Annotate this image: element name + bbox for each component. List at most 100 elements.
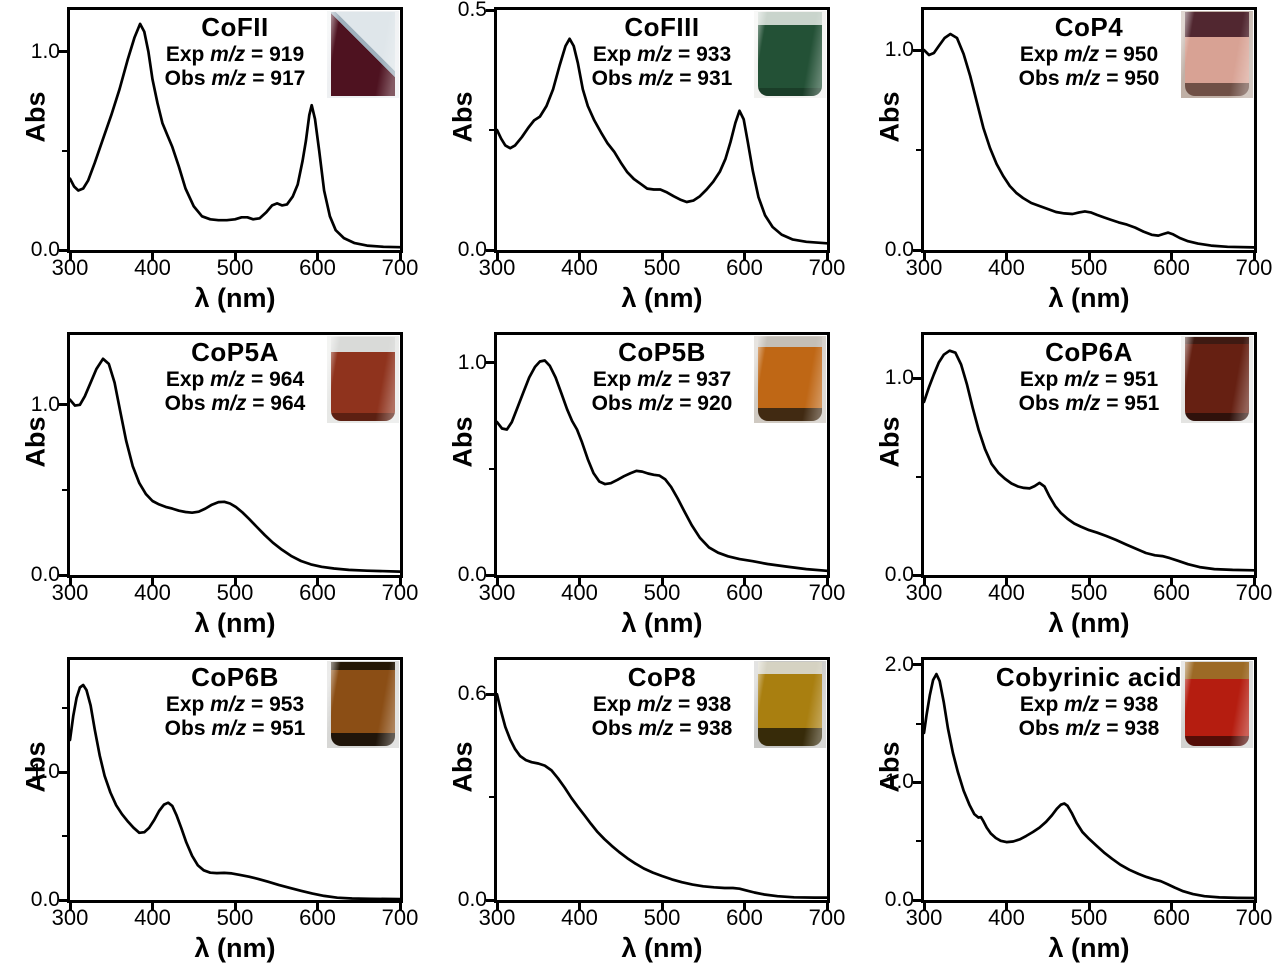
x-tick-mark (398, 903, 402, 911)
x-tick-mark (660, 578, 664, 586)
spectrum-panel: Abs CoP5B Exp m/z = 937 Obs m/z = 920 λ … (427, 325, 854, 650)
x-tick-mark (495, 253, 499, 261)
y-tick-mark (59, 403, 67, 407)
spectrum-panel: Abs CoP5A Exp m/z = 964 Obs m/z = 964 λ … (0, 325, 427, 650)
absorbance-curve (924, 335, 1254, 575)
vial-sediment (758, 87, 822, 96)
y-minor-tick-mark (489, 796, 494, 799)
x-axis-label: λ (nm) (1048, 283, 1130, 313)
vial-liquid (331, 12, 395, 96)
y-tick-label: 1.0 (30, 392, 60, 416)
vial-sediment (1185, 82, 1249, 96)
x-tick-mark (495, 903, 499, 911)
x-axis-label: λ (nm) (621, 283, 703, 313)
absorbance-curve (924, 10, 1254, 250)
x-tick-mark (398, 253, 402, 261)
x-tick-mark (578, 253, 581, 261)
x-tick-mark (1087, 578, 1091, 586)
y-tick-label: 1.0 (884, 366, 914, 390)
x-tick-mark (922, 578, 926, 586)
x-tick-mark (68, 903, 72, 911)
y-tick-mark (59, 898, 67, 902)
vial-liquid (331, 352, 395, 413)
spectrum-panel: Abs CoP6B Exp m/z = 953 Obs m/z = 951 λ … (0, 650, 427, 976)
x-tick-mark (922, 253, 926, 261)
vial-sediment (331, 412, 395, 421)
x-axis-label: λ (nm) (621, 933, 703, 963)
y-minor-tick-mark (916, 840, 921, 843)
y-tick-label: 0.0 (884, 238, 914, 261)
y-tick-mark (913, 780, 921, 784)
x-tick-mark (1087, 253, 1091, 261)
spectrum-line (497, 39, 827, 244)
vial-headspace (758, 12, 822, 26)
sample-vial-photo (754, 661, 826, 748)
sample-vial-photo (1181, 661, 1253, 748)
y-tick-mark (486, 361, 494, 365)
x-tick-mark (1170, 578, 1173, 586)
vial-sediment (758, 407, 822, 421)
y-minor-tick-mark (916, 475, 921, 478)
x-tick-mark (1252, 578, 1256, 586)
vial (331, 12, 395, 96)
y-axis-label: Abs (20, 416, 51, 468)
x-axis-label: λ (nm) (194, 608, 276, 638)
spectrum-line (70, 359, 400, 572)
y-tick-label: 1.0 (457, 350, 487, 374)
x-tick-mark (68, 578, 72, 586)
spectrum-line (924, 351, 1254, 571)
vial-sediment (1185, 412, 1249, 421)
y-minor-tick-mark (62, 835, 67, 837)
absorbance-curve (70, 660, 400, 900)
x-tick-mark (743, 578, 746, 586)
x-tick-mark (151, 903, 154, 911)
y-tick-label: 0.0 (457, 563, 487, 586)
sample-vial-photo (327, 336, 399, 423)
vial (1185, 662, 1249, 746)
y-tick-mark (913, 573, 921, 577)
vial-headspace (1185, 662, 1249, 679)
vial (1185, 12, 1249, 96)
spectrum-line (497, 361, 827, 571)
x-tick-mark (1252, 253, 1256, 261)
x-axis-label: λ (nm) (194, 283, 276, 313)
vial-liquid (1185, 343, 1249, 413)
sample-vial-photo (1181, 11, 1253, 98)
y-tick-label: 1.0 (30, 39, 60, 63)
x-axis-label: λ (nm) (621, 608, 703, 638)
x-tick-mark (660, 903, 664, 911)
absorbance-curve (924, 660, 1254, 900)
x-tick-mark (151, 578, 154, 586)
y-axis-label: Abs (447, 416, 478, 468)
y-minor-tick-mark (62, 149, 67, 152)
y-tick-label: 0.0 (457, 238, 487, 261)
absorbance-curve (497, 10, 827, 250)
y-tick-mark (913, 663, 921, 667)
y-axis-label: Abs (447, 91, 478, 143)
x-tick-mark (233, 903, 237, 911)
spectrum-panel: Abs CoFII Exp m/z = 919 Obs m/z = 917 λ … (0, 0, 427, 325)
x-tick-mark (316, 903, 319, 911)
spectrum-line (70, 24, 400, 247)
absorbance-curve (497, 335, 827, 575)
x-tick-mark (922, 903, 926, 911)
x-tick-mark (1170, 253, 1173, 261)
y-tick-label: 1.0 (884, 770, 914, 794)
vial-headspace (758, 337, 822, 348)
vial-liquid (1185, 678, 1249, 736)
y-tick-mark (486, 573, 494, 577)
y-tick-label: 0.0 (30, 238, 60, 261)
y-tick-label: 1.0 (884, 38, 914, 61)
x-tick-mark (660, 253, 664, 261)
y-tick-mark (486, 8, 494, 12)
vial-liquid (758, 347, 822, 408)
y-tick-mark (59, 770, 67, 774)
y-tick-label: 2.0 (884, 652, 914, 676)
y-tick-mark (913, 48, 921, 52)
vial-headspace (1185, 12, 1249, 38)
vial (331, 337, 395, 421)
vial (331, 662, 395, 746)
absorbance-curve (70, 335, 400, 575)
y-tick-mark (913, 376, 921, 380)
